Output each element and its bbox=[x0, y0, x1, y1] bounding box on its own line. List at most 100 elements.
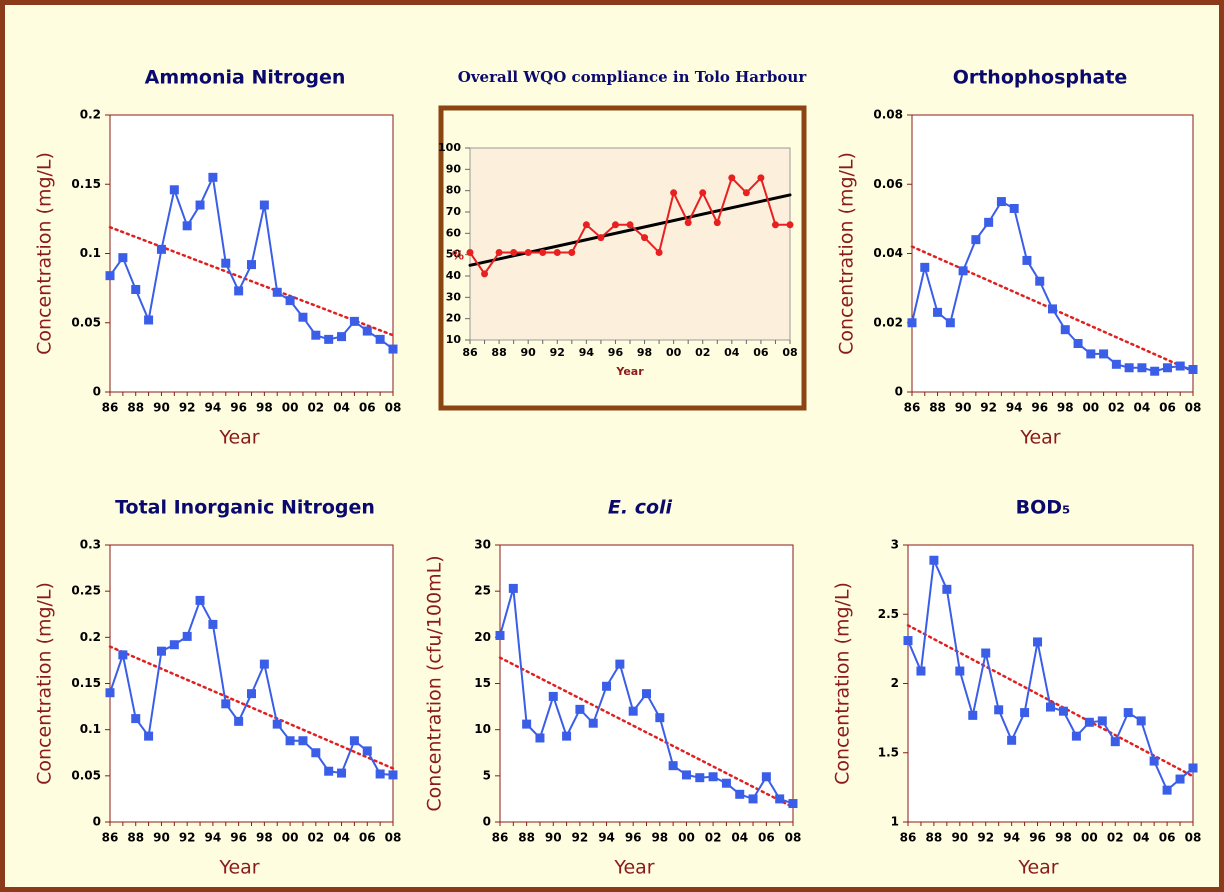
x-tick-label: 88 bbox=[926, 831, 943, 845]
y-tick-label: 70 bbox=[446, 205, 462, 218]
data-point bbox=[1150, 366, 1160, 376]
data-point bbox=[1099, 349, 1109, 359]
data-point bbox=[144, 731, 154, 741]
data-point bbox=[916, 666, 926, 676]
x-tick-label: 90 bbox=[951, 831, 968, 845]
x-axis-title: Year bbox=[218, 857, 259, 879]
data-point bbox=[907, 318, 917, 328]
data-point bbox=[748, 794, 758, 804]
y-tick-label: 0.06 bbox=[873, 177, 903, 191]
data-point bbox=[971, 235, 981, 245]
data-point bbox=[655, 249, 663, 257]
y-axis-title: Concentration (mg/L) bbox=[34, 582, 56, 785]
data-point bbox=[945, 318, 955, 328]
x-tick-label: 02 bbox=[695, 346, 710, 359]
data-point bbox=[588, 718, 598, 728]
y-tick-label: 0.05 bbox=[71, 768, 101, 782]
y-tick-label: 60 bbox=[446, 226, 462, 239]
y-tick-label: 0.04 bbox=[873, 246, 903, 260]
y-tick-label: 0.2 bbox=[80, 108, 101, 122]
chart-title: Ammonia Nitrogen bbox=[145, 67, 346, 89]
x-tick-label: 04 bbox=[333, 831, 350, 845]
x-tick-label: 08 bbox=[1185, 401, 1202, 415]
x-tick-label: 98 bbox=[651, 831, 668, 845]
y-tick-label: 0.25 bbox=[71, 584, 101, 598]
y-tick-label: 10 bbox=[446, 333, 462, 346]
x-tick-label: 02 bbox=[705, 831, 722, 845]
data-point bbox=[958, 266, 968, 276]
data-point bbox=[582, 221, 590, 229]
x-tick-label: 98 bbox=[1055, 831, 1072, 845]
data-point bbox=[641, 234, 649, 242]
y-tick-label: 30 bbox=[474, 538, 491, 552]
data-point bbox=[272, 287, 282, 297]
data-point bbox=[524, 249, 532, 257]
x-tick-label: 96 bbox=[230, 831, 247, 845]
plot-area bbox=[911, 114, 1194, 393]
data-point bbox=[771, 221, 779, 229]
data-point bbox=[311, 748, 321, 758]
y-tick-label: 20 bbox=[446, 312, 462, 325]
data-point bbox=[1188, 364, 1198, 374]
y-tick-label: 15 bbox=[474, 676, 491, 690]
x-tick-label: 08 bbox=[385, 401, 402, 415]
data-point bbox=[349, 736, 359, 746]
x-tick-label: 92 bbox=[179, 831, 196, 845]
data-point bbox=[221, 258, 231, 268]
y-tick-label: 3 bbox=[891, 538, 899, 552]
data-point bbox=[1149, 756, 1159, 766]
data-point bbox=[144, 315, 154, 325]
x-tick-label: 92 bbox=[977, 831, 994, 845]
data-point bbox=[602, 681, 612, 691]
x-tick-label: 04 bbox=[731, 831, 748, 845]
data-point bbox=[903, 636, 913, 646]
x-axis-title: Year bbox=[218, 427, 259, 449]
x-tick-label: 92 bbox=[980, 401, 997, 415]
x-tick-label: 96 bbox=[1031, 401, 1048, 415]
data-point bbox=[1071, 731, 1081, 741]
x-tick-label: 00 bbox=[282, 401, 299, 415]
x-tick-label: 98 bbox=[256, 831, 273, 845]
plot-area bbox=[109, 544, 394, 823]
x-tick-label: 02 bbox=[1107, 831, 1124, 845]
data-point bbox=[728, 174, 736, 182]
data-point bbox=[1022, 255, 1032, 265]
data-point bbox=[1110, 737, 1120, 747]
x-tick-label: 98 bbox=[1057, 401, 1074, 415]
data-point bbox=[285, 736, 295, 746]
y-tick-label: 25 bbox=[474, 584, 491, 598]
x-tick-label: 06 bbox=[359, 831, 376, 845]
data-point bbox=[272, 719, 282, 729]
data-point bbox=[1137, 363, 1147, 373]
x-tick-label: 94 bbox=[579, 346, 595, 359]
x-tick-label: 92 bbox=[550, 346, 565, 359]
y-tick-label: 10 bbox=[474, 722, 491, 736]
data-point bbox=[1162, 785, 1172, 795]
data-point bbox=[1007, 735, 1017, 745]
x-tick-label: 98 bbox=[637, 346, 652, 359]
data-point bbox=[247, 689, 256, 699]
y-tick-label: 20 bbox=[474, 630, 491, 644]
data-point bbox=[628, 706, 638, 716]
x-tick-label: 98 bbox=[256, 401, 273, 415]
data-point bbox=[182, 631, 192, 641]
data-point bbox=[208, 172, 218, 182]
chart-title: Orthophosphate bbox=[953, 67, 1128, 89]
data-point bbox=[510, 249, 518, 257]
y-tick-label: 90 bbox=[446, 162, 462, 175]
x-tick-label: 88 bbox=[929, 401, 946, 415]
x-tick-label: 88 bbox=[127, 831, 144, 845]
data-point bbox=[1136, 716, 1146, 726]
data-point bbox=[615, 659, 625, 669]
trend-line bbox=[906, 624, 1195, 778]
data-point bbox=[259, 659, 269, 669]
y-axis-title: % bbox=[452, 249, 464, 263]
data-point bbox=[539, 249, 547, 257]
x-tick-label: 00 bbox=[282, 831, 299, 845]
data-point bbox=[920, 262, 930, 272]
data-point bbox=[234, 286, 244, 296]
data-point bbox=[568, 249, 576, 257]
y-tick-label: 30 bbox=[446, 290, 462, 303]
data-point bbox=[775, 794, 785, 804]
data-point bbox=[259, 200, 269, 210]
